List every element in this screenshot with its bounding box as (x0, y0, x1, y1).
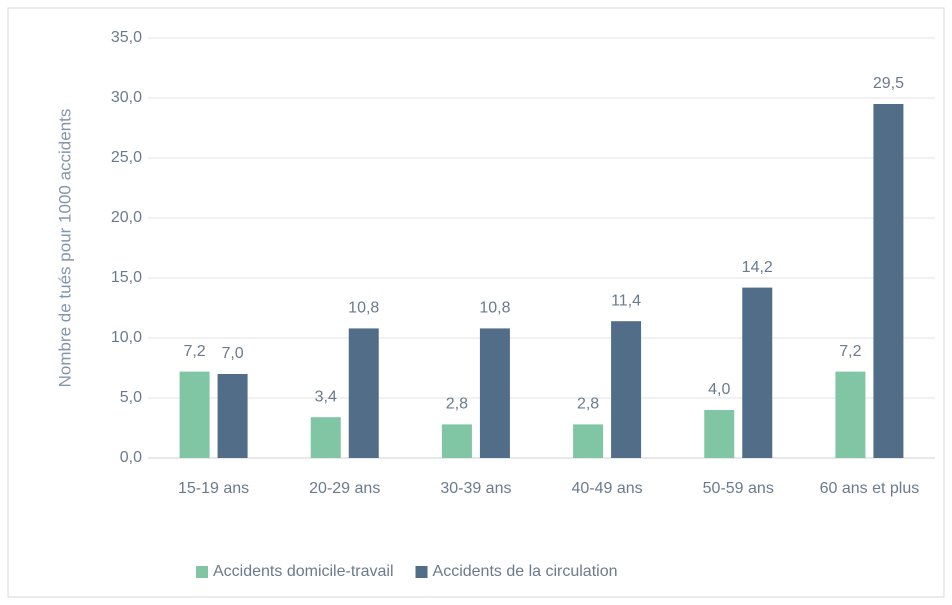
data-label: 14,2 (742, 259, 773, 276)
data-label: 29,5 (873, 75, 904, 92)
x-tick-label: 20-29 ans (309, 480, 381, 497)
x-tick-label: 60 ans et plus (819, 480, 920, 497)
y-tick-label: 10,0 (111, 329, 142, 346)
bar (479, 328, 510, 458)
x-tick-label: 40-49 ans (571, 480, 643, 497)
x-tick-label: 30-39 ans (440, 480, 512, 497)
bar (348, 328, 379, 458)
legend-label: Accidents de la circulation (433, 563, 618, 580)
data-label: 10,8 (479, 300, 510, 317)
data-label: 4,0 (708, 381, 730, 398)
legend-swatch (415, 566, 428, 578)
y-tick-label: 25,0 (111, 149, 142, 166)
bar (835, 371, 866, 458)
bar (742, 287, 773, 458)
bar (179, 371, 210, 458)
y-tick-label: 0,0 (120, 449, 142, 466)
x-tick-label: 15-19 ans (177, 480, 250, 497)
bar (704, 410, 735, 458)
chart-frame (7, 7, 945, 598)
data-label: 7,2 (839, 343, 861, 360)
data-label: 7,2 (183, 343, 205, 360)
bar (873, 104, 904, 458)
bar (310, 417, 341, 458)
bar (573, 424, 604, 458)
bar (217, 374, 248, 458)
data-label: 7,0 (221, 345, 243, 362)
y-tick-label: 5,0 (120, 389, 142, 406)
y-axis-title: Nombre de tués pour 1000 accidents (55, 109, 74, 388)
bar (441, 424, 472, 458)
y-tick-label: 30,0 (111, 89, 142, 106)
data-label: 10,8 (348, 300, 379, 317)
data-label: 11,4 (611, 292, 641, 309)
data-label: 2,8 (446, 396, 468, 413)
legend-swatch (196, 566, 208, 578)
y-tick-label: 15,0 (111, 269, 142, 286)
data-label: 2,8 (577, 396, 599, 413)
bar (611, 321, 642, 458)
data-label: 3,4 (315, 388, 337, 405)
x-tick-label: 50-59 ans (702, 480, 774, 497)
y-tick-label: 20,0 (111, 209, 142, 226)
legend-label: Accidents domicile-travail (213, 563, 394, 580)
y-tick-label: 35,0 (111, 29, 142, 46)
